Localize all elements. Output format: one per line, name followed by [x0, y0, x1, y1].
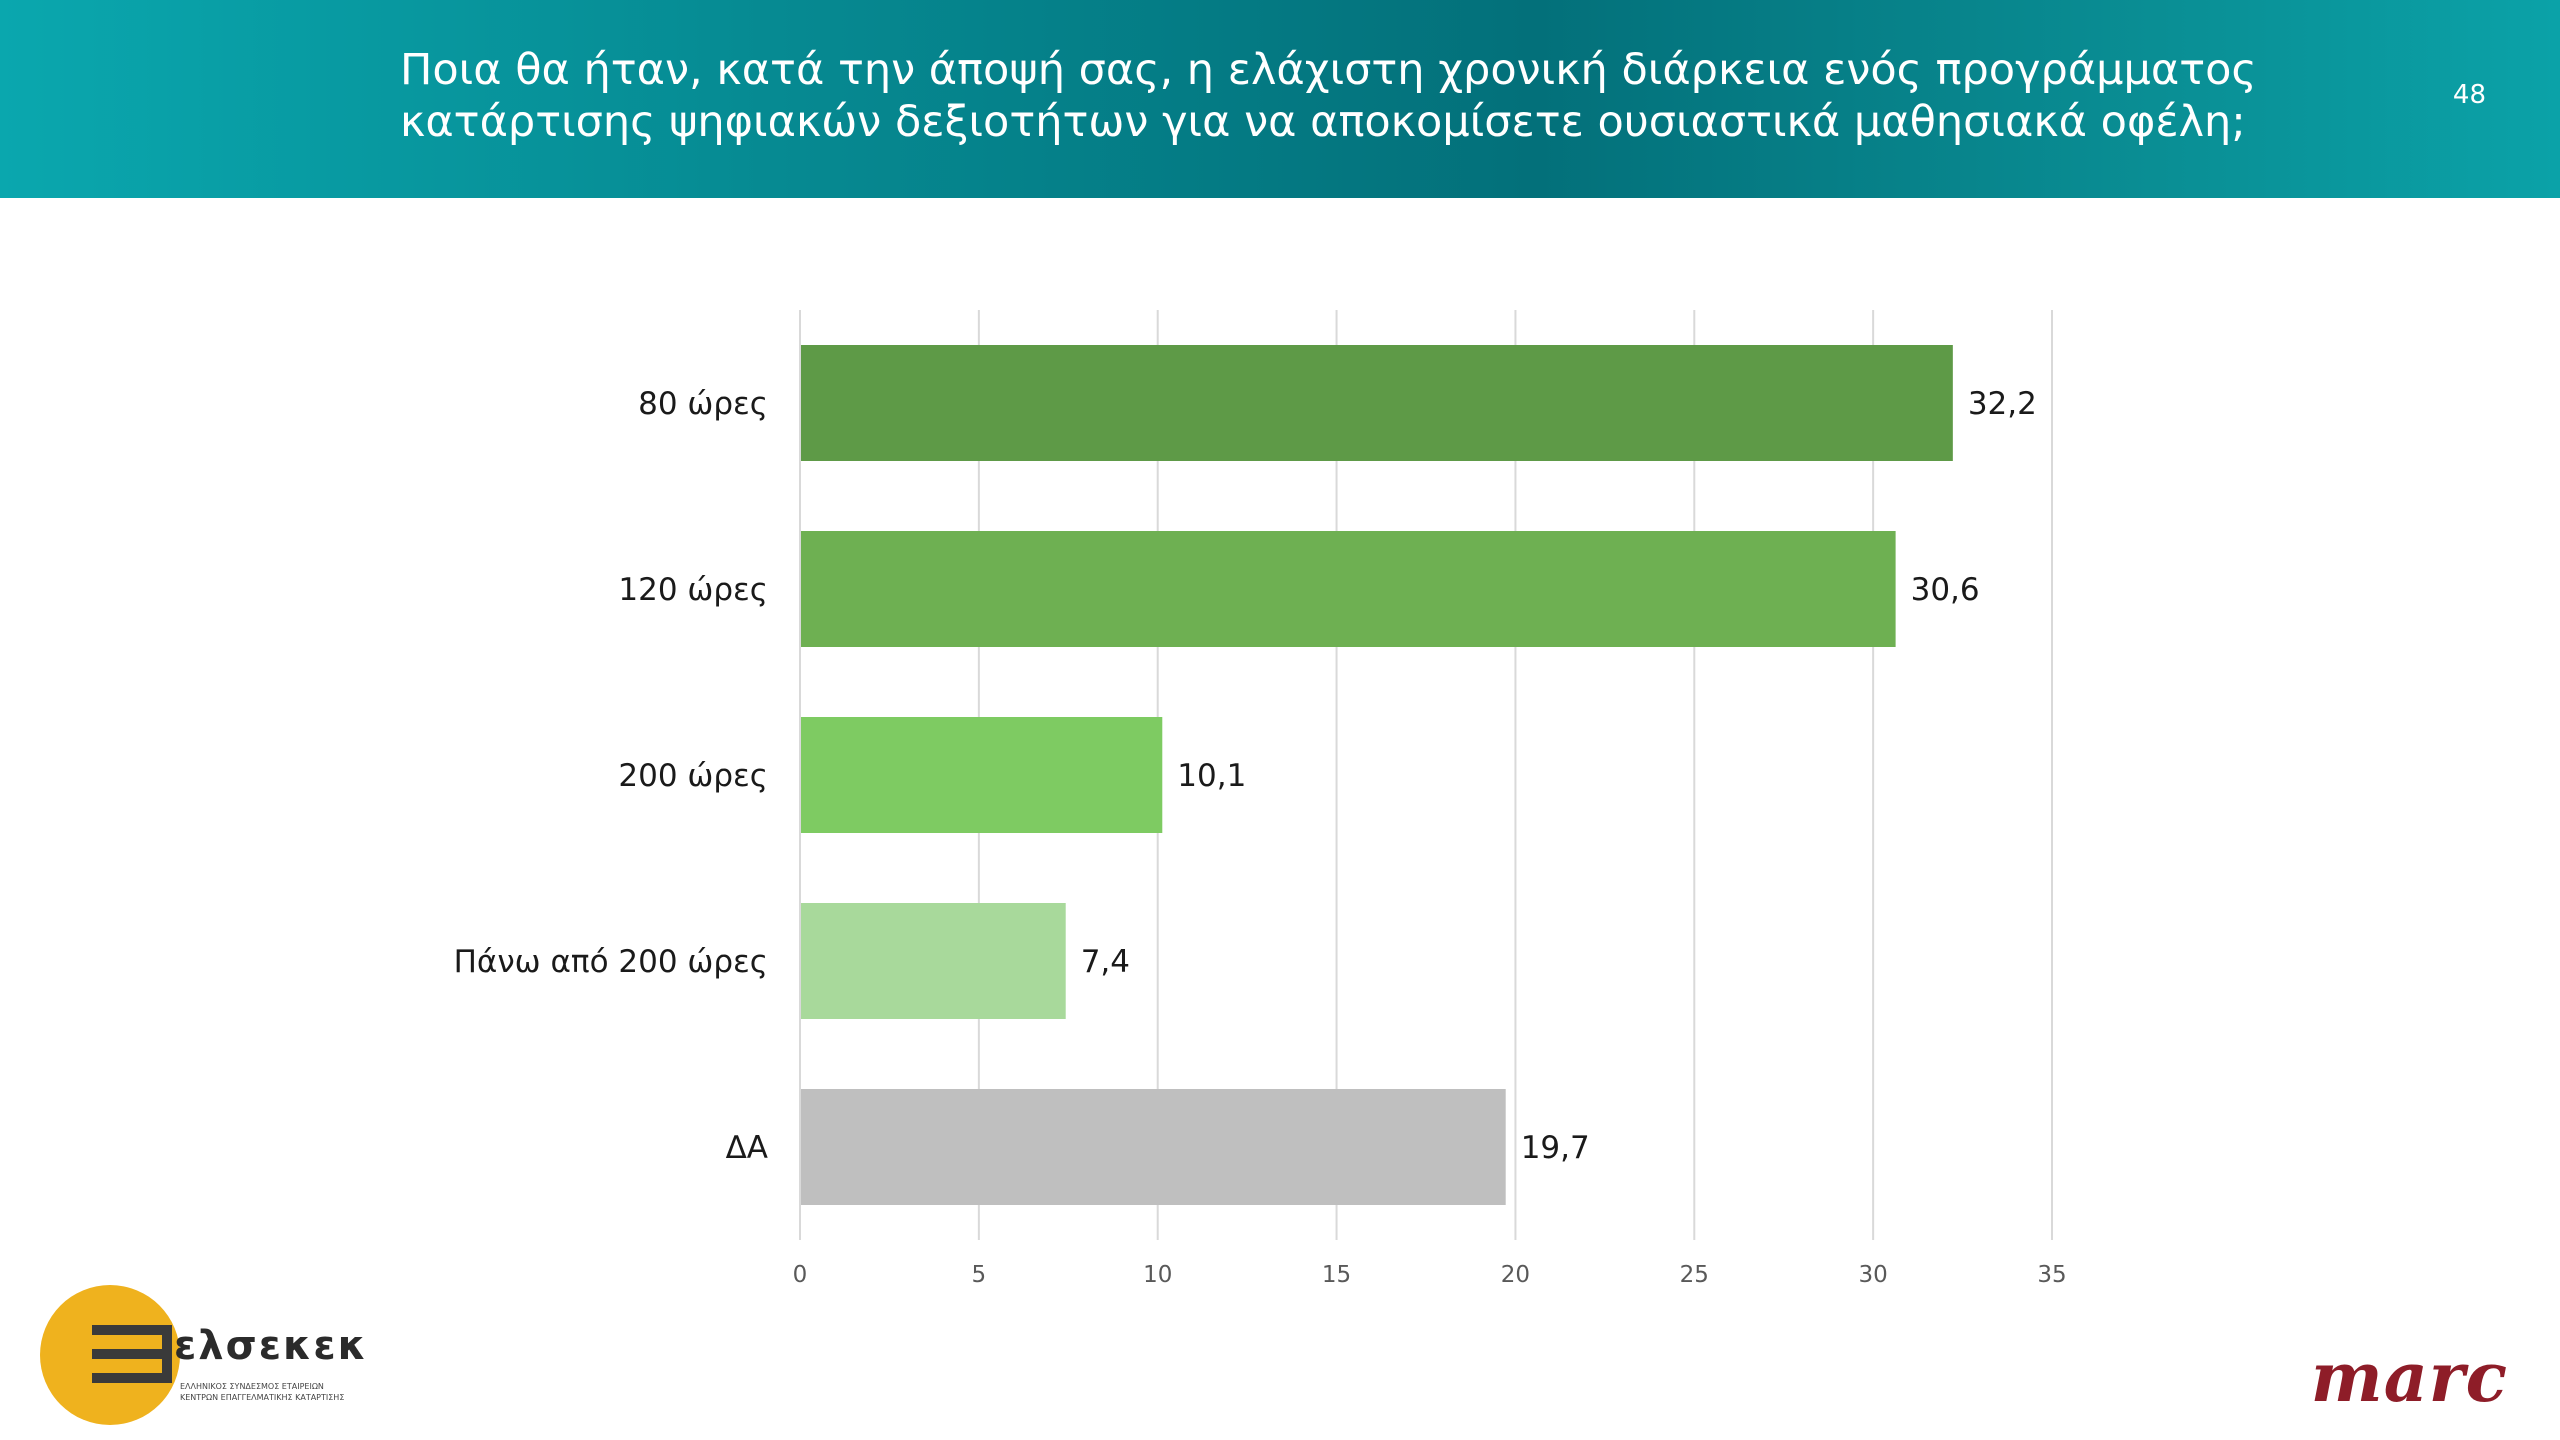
bar-2 [801, 717, 1163, 833]
marc-logo: marc [2310, 1338, 2508, 1418]
logo-left-name: ελσεκεκ [174, 1323, 369, 1369]
title-line-1: Ποια θα ήταν, κατά την άποψή σας, η ελάχ… [400, 45, 2257, 95]
page-number: 48 [2452, 80, 2486, 110]
x-tick-label-2: 10 [1143, 1262, 1172, 1288]
data-label-0: 32,2 [1968, 386, 2037, 422]
category-label-4: ΔΑ [726, 1130, 768, 1166]
data-label-3: 7,4 [1081, 944, 1130, 980]
bar-0 [801, 345, 1953, 461]
title-line-2: κατάρτισης ψηφιακών δεξιοτήτων για να απ… [400, 97, 2246, 147]
data-label-4: 19,7 [1521, 1130, 1590, 1166]
x-tick-label-5: 25 [1680, 1262, 1709, 1288]
category-label-1: 120 ώρες [618, 572, 768, 608]
category-label-3: Πάνω από 200 ώρες [454, 944, 768, 980]
x-tick-label-0: 0 [793, 1262, 808, 1288]
elsekek-logo: ελσεκεκ ΕΛΛΗΝΙΚΟΣ ΣΥΝΔΕΣΜΟΣ ΕΤΑΙΡΕΙΩΝ ΚΕ… [40, 1285, 366, 1425]
chart-bars [801, 345, 1953, 1205]
category-label-0: 80 ώρες [638, 386, 768, 422]
data-label-2: 10,1 [1177, 758, 1246, 794]
page-title: Ποια θα ήταν, κατά την άποψή σας, η ελάχ… [400, 44, 2257, 148]
x-tick-label-7: 35 [2037, 1262, 2066, 1288]
chart-labels: 0 5 10 15 20 25 30 35 80 ώρες 32,2 120 ώρες 30,6 200… [454, 386, 2067, 1288]
bar-4 [801, 1089, 1506, 1205]
logo-left-subtitle: ΕΛΛΗΝΙΚΟΣ ΣΥΝΔΕΣΜΟΣ ΕΤΑΙΡΕΙΩΝ ΚΕΝΤΡΩΝ ΕΠ… [180, 1382, 345, 1402]
header-banner: Ποια θα ήταν, κατά την άποψή σας, η ελάχ… [0, 0, 2560, 198]
data-label-1: 30,6 [1911, 572, 1980, 608]
bar-3 [801, 903, 1066, 1019]
x-tick-label-4: 20 [1501, 1262, 1530, 1288]
x-tick-label-1: 5 [972, 1262, 987, 1288]
bar-1 [801, 531, 1896, 647]
x-tick-label-3: 15 [1322, 1262, 1351, 1288]
category-label-2: 200 ώρες [618, 758, 768, 794]
x-tick-label-6: 30 [1859, 1262, 1888, 1288]
